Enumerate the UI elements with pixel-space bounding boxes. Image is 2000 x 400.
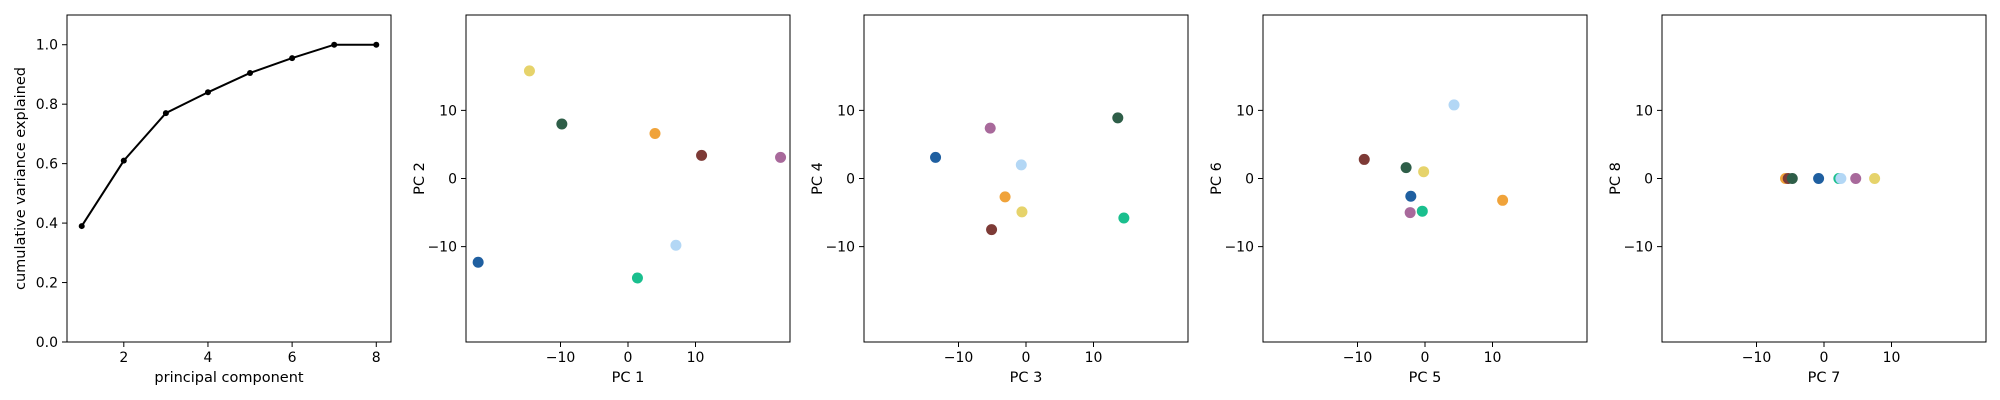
x-tick-label: 10 <box>1085 350 1103 366</box>
scatter-point <box>1813 173 1825 184</box>
chart-panel-4: −10 0 10 −10 0 10 PC 5 PC 6 <box>1209 14 1588 386</box>
scatter-point <box>696 149 708 161</box>
x-tick-label: 0 <box>1820 350 1829 366</box>
plot-frame <box>66 14 392 343</box>
scatter-point <box>1015 159 1027 171</box>
plot-frame <box>863 14 1189 343</box>
x-axis-label: PC 1 <box>612 370 645 386</box>
y-tick-label: −10 <box>1623 240 1653 256</box>
y-tick-label: 0 <box>1644 172 1653 188</box>
x-tick-label: 10 <box>1484 350 1502 366</box>
x-tick-label: −10 <box>944 350 974 366</box>
scatter-point <box>1786 173 1798 184</box>
y-tick-label: 0 <box>1245 172 1254 188</box>
x-tick-label: 0 <box>1022 350 1031 366</box>
scatter-point <box>984 122 996 134</box>
x-tick-label: 8 <box>372 350 381 366</box>
data-point <box>331 41 338 48</box>
x-tick-label: 10 <box>1883 350 1901 366</box>
y-axis-label: cumulative variance explained <box>13 67 29 290</box>
y-tick-label: 0.8 <box>36 97 58 113</box>
x-tick-label: −10 <box>1742 350 1772 366</box>
y-axis-label: PC 6 <box>1209 162 1225 195</box>
scatter-point <box>1416 205 1428 217</box>
data-point <box>204 89 211 96</box>
y-tick-label: 0.6 <box>36 157 58 173</box>
y-tick-label: −10 <box>1224 240 1254 256</box>
scatter-point <box>930 151 942 163</box>
y-tick-label: −10 <box>427 240 457 256</box>
plot-frame <box>1262 14 1588 343</box>
chart-panel-3: −10 0 10 −10 0 10 PC 3 PC 4 <box>810 14 1189 386</box>
scatter-point <box>523 65 535 77</box>
y-tick-label: 1.0 <box>36 38 58 54</box>
x-axis-label: PC 3 <box>1010 370 1043 386</box>
scatter-point <box>1448 99 1460 111</box>
data-point <box>78 223 85 230</box>
scatter-point <box>1418 166 1430 178</box>
y-tick-label: −10 <box>825 240 855 256</box>
chart-panel-2: −10 0 10 −10 0 10 PC 1 PC 2 <box>412 14 791 386</box>
y-axis-label: PC 8 <box>1608 162 1624 195</box>
plot-frame <box>465 14 791 343</box>
y-tick-label: 10 <box>1236 103 1254 119</box>
y-axis-label: PC 2 <box>412 162 428 195</box>
scatter-point <box>986 224 998 236</box>
chart-panel-1: 2 4 6 8 0.0 0.2 0.4 0.6 0.8 1.0 principal componen… <box>13 14 392 386</box>
scatter-point <box>670 239 682 251</box>
y-tick-label: 10 <box>439 103 457 119</box>
scatter-point <box>1835 173 1847 184</box>
scatter-point <box>1869 173 1881 184</box>
scatter-point <box>775 151 787 163</box>
x-tick-label: 0 <box>624 350 633 366</box>
x-tick-label: 6 <box>288 350 297 366</box>
scatter-point <box>649 128 661 140</box>
x-axis-label: PC 5 <box>1409 370 1442 386</box>
y-tick-label: 0.0 <box>36 335 58 351</box>
scatter-point <box>1405 190 1417 202</box>
y-tick-label: 0 <box>846 172 855 188</box>
y-tick-label: 0 <box>448 172 457 188</box>
scatter-point <box>1118 212 1130 224</box>
x-tick-label: −10 <box>546 350 576 366</box>
chart-panel-5: −10 0 10 −10 0 10 PC 7 PC 8 <box>1608 14 1987 386</box>
y-tick-label: 10 <box>837 103 855 119</box>
scatter-point <box>999 191 1011 203</box>
x-axis-label: PC 7 <box>1808 370 1841 386</box>
x-tick-label: 10 <box>687 350 705 366</box>
plot-frame <box>1661 14 1987 343</box>
x-tick-label: −10 <box>1343 350 1373 366</box>
x-tick-label: 0 <box>1421 350 1430 366</box>
y-tick-label: 0.2 <box>36 276 58 292</box>
data-point <box>289 55 296 62</box>
data-point <box>162 110 169 117</box>
x-tick-label: 4 <box>204 350 213 366</box>
y-axis-label: PC 4 <box>810 162 826 195</box>
scatter-point <box>1016 206 1028 218</box>
scatter-point <box>1404 207 1416 219</box>
scatter-point <box>556 118 568 130</box>
scatter-point <box>1497 194 1509 206</box>
scatter-point <box>631 272 643 284</box>
scatter-point <box>1358 153 1370 165</box>
scatter-point <box>1112 112 1124 124</box>
y-tick-label: 10 <box>1635 103 1653 119</box>
data-point <box>247 69 254 76</box>
x-axis-label: principal component <box>154 370 303 386</box>
scatter-point <box>1400 162 1412 174</box>
variance-line <box>80 43 377 227</box>
x-tick-label: 2 <box>119 350 128 366</box>
scatter-point <box>472 256 484 268</box>
data-point <box>120 157 127 164</box>
scatter-point <box>1850 173 1862 184</box>
y-tick-label: 0.4 <box>36 216 58 232</box>
data-point <box>373 41 380 48</box>
